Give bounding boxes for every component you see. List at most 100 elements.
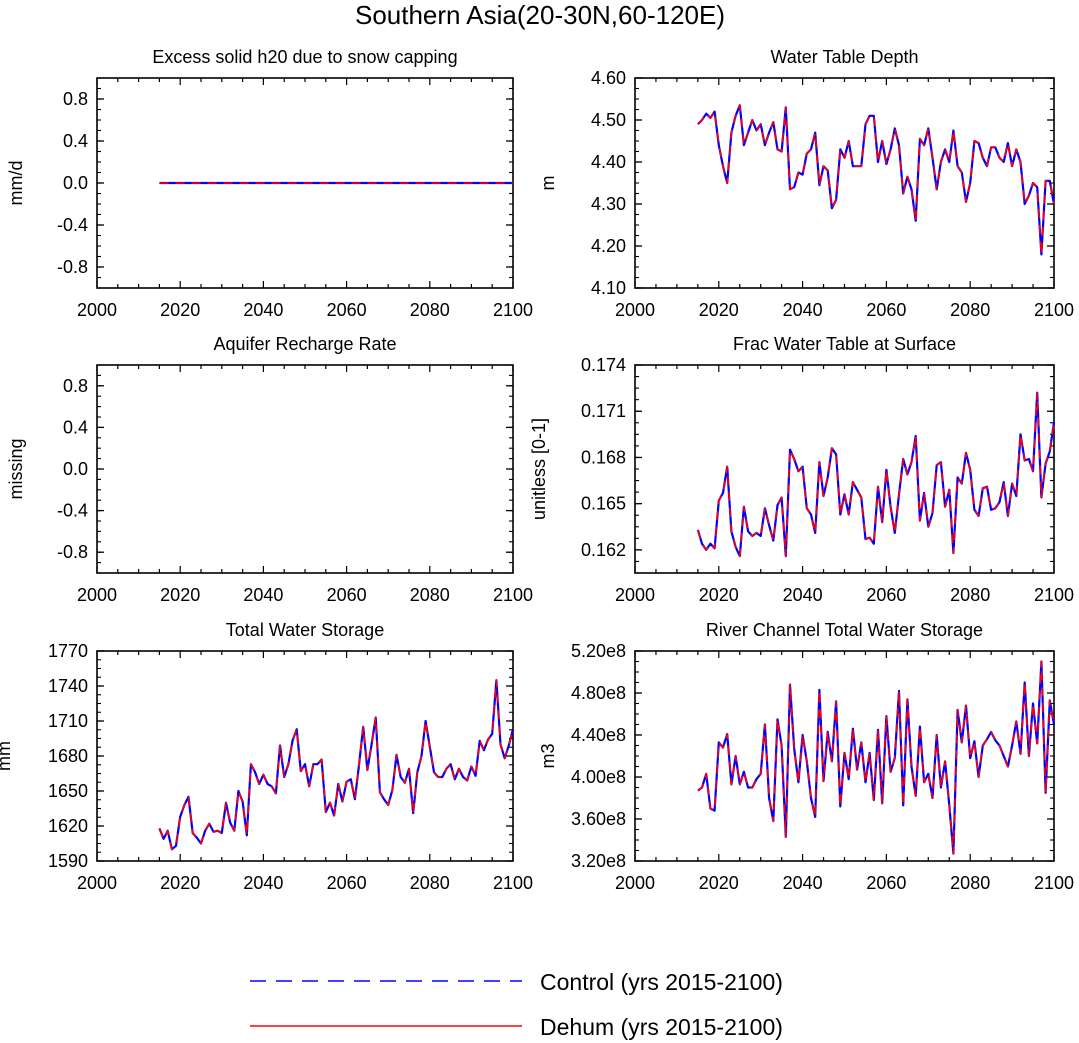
panel-title: Excess solid h20 due to snow capping — [152, 47, 457, 67]
x-tick-label: 2020 — [699, 873, 739, 893]
y-tick-label: 1770 — [48, 641, 88, 661]
series-control — [697, 104, 1056, 256]
y-axis-label: missing — [6, 438, 26, 499]
x-tick-label: 2080 — [950, 585, 990, 605]
x-tick-label: 2100 — [1034, 300, 1074, 320]
x-tick-label: 2100 — [493, 873, 533, 893]
y-tick-label: 4.40 — [591, 152, 626, 172]
x-tick-label: 2020 — [160, 300, 200, 320]
y-tick-label: 0.168 — [581, 447, 626, 467]
x-tick-label: 2020 — [160, 873, 200, 893]
y-tick-label: 0.171 — [581, 401, 626, 421]
y-tick-label: 4.80e8 — [571, 683, 626, 703]
x-tick-label: 2020 — [699, 300, 739, 320]
y-tick-label: 0.4 — [63, 417, 88, 437]
y-tick-label: -0.4 — [57, 501, 88, 521]
figure-title: Southern Asia(20-30N,60-120E) — [355, 0, 725, 30]
x-tick-label: 2060 — [327, 585, 367, 605]
series-dehum — [697, 104, 1055, 256]
y-tick-label: 5.20e8 — [571, 641, 626, 661]
series-dehum — [697, 660, 1055, 855]
x-tick-label: 2060 — [866, 300, 906, 320]
y-tick-label: 4.60 — [591, 68, 626, 88]
panel-title: Aquifer Recharge Rate — [213, 334, 396, 354]
x-tick-label: 2020 — [699, 585, 739, 605]
legend: Control (yrs 2015-2100) Dehum (yrs 2015-… — [250, 969, 783, 1040]
y-axis-label: mm — [0, 741, 14, 771]
x-tick-label: 2060 — [327, 873, 367, 893]
x-tick-label: 2060 — [327, 300, 367, 320]
x-tick-label: 2040 — [783, 873, 823, 893]
y-tick-label: 0.8 — [63, 376, 88, 396]
x-tick-label: 2060 — [866, 873, 906, 893]
y-tick-label: 1590 — [48, 851, 88, 871]
y-tick-label: 0.0 — [63, 173, 88, 193]
y-tick-label: 0.0 — [63, 459, 88, 479]
y-tick-label: 0.8 — [63, 89, 88, 109]
panel-title: Frac Water Table at Surface — [733, 334, 956, 354]
x-tick-label: 2040 — [243, 300, 283, 320]
y-tick-label: 1710 — [48, 711, 88, 731]
x-tick-label: 2080 — [410, 585, 450, 605]
y-tick-label: 4.40e8 — [571, 725, 626, 745]
y-tick-label: 4.10 — [591, 278, 626, 298]
x-tick-label: 2000 — [77, 585, 117, 605]
panel-title: River Channel Total Water Storage — [706, 620, 983, 640]
y-tick-label: -0.4 — [57, 215, 88, 235]
y-tick-label: 0.174 — [581, 355, 626, 375]
panels: Excess solid h20 due to snow capping mm/d… — [0, 47, 1074, 893]
x-tick-label: 2080 — [950, 873, 990, 893]
y-tick-label: 0.165 — [581, 494, 626, 514]
y-tick-label: 1680 — [48, 746, 88, 766]
x-tick-label: 2100 — [1034, 585, 1074, 605]
series-dehum — [697, 391, 1055, 557]
panel-1: Excess solid h20 due to snow capping mm/d… — [6, 47, 533, 320]
x-tick-label: 2040 — [783, 300, 823, 320]
panel-4: Frac Water Table at Surface unitless [0-1… — [529, 334, 1074, 605]
y-tick-label: 4.30 — [591, 194, 626, 214]
x-tick-label: 2060 — [866, 585, 906, 605]
legend-dehum-label: Dehum (yrs 2015-2100) — [540, 1014, 783, 1040]
y-axis-label: mm/d — [6, 161, 26, 206]
x-tick-label: 2000 — [77, 873, 117, 893]
panel-title: Water Table Depth — [770, 47, 918, 67]
x-tick-label: 2080 — [410, 300, 450, 320]
y-tick-label: 4.00e8 — [571, 767, 626, 787]
y-tick-label: 3.60e8 — [571, 809, 626, 829]
x-tick-label: 2040 — [243, 873, 283, 893]
x-tick-label: 2040 — [783, 585, 823, 605]
series-control — [158, 679, 515, 851]
x-tick-label: 2080 — [410, 873, 450, 893]
x-tick-label: 2020 — [160, 585, 200, 605]
y-tick-label: 1650 — [48, 781, 88, 801]
y-axis-label: m — [538, 176, 558, 191]
x-tick-label: 2080 — [950, 300, 990, 320]
x-tick-label: 2000 — [77, 300, 117, 320]
y-tick-label: 0.162 — [581, 540, 626, 560]
panel-title: Total Water Storage — [226, 620, 384, 640]
y-tick-label: 4.20 — [591, 236, 626, 256]
series-dehum — [158, 679, 514, 851]
panel-6: River Channel Total Water Storage m3 2000 2… — [538, 620, 1074, 893]
x-tick-label: 2040 — [243, 585, 283, 605]
x-tick-label: 2100 — [1034, 873, 1074, 893]
panel-3: Aquifer Recharge Rate missing 2000 2020 2040… — [6, 334, 533, 605]
x-tick-label: 2100 — [493, 300, 533, 320]
panel-2: Water Table Depth m 2000 2020 2040 2060 2080 21… — [538, 47, 1074, 320]
plot-frame — [634, 77, 1055, 289]
x-tick-label: 2000 — [615, 300, 655, 320]
y-tick-label: 4.50 — [591, 110, 626, 130]
y-tick-label: 1740 — [48, 676, 88, 696]
series-control — [696, 391, 1056, 558]
legend-control-label: Control (yrs 2015-2100) — [540, 969, 783, 995]
panel-5: Total Water Storage mm 2000 2020 2040 2060 208… — [0, 620, 533, 893]
plot-frame — [634, 364, 1055, 574]
y-tick-label: 3.20e8 — [571, 851, 626, 871]
y-axis-label: unitless [0-1] — [529, 418, 549, 520]
x-tick-label: 2000 — [615, 873, 655, 893]
y-tick-label: 1620 — [48, 816, 88, 836]
y-tick-label: -0.8 — [57, 257, 88, 277]
y-tick-label: 0.4 — [63, 131, 88, 151]
y-axis-label: m3 — [538, 743, 558, 768]
